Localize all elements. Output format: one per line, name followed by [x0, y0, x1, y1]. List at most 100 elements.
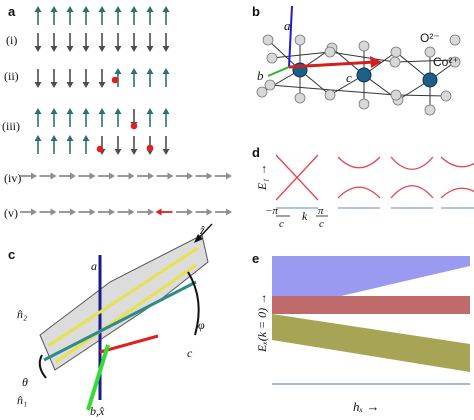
spin-arrowhead [162, 149, 170, 155]
upper-band [337, 156, 381, 169]
spin-arrowhead [206, 208, 213, 216]
spin-arrowhead [187, 172, 193, 180]
axis-b-label: b [257, 68, 264, 83]
d-neg-pi: −π [265, 205, 278, 217]
axis-c-label-c: c [187, 346, 193, 360]
upper-band [390, 156, 434, 170]
oxygen-atom [256, 86, 268, 98]
d-pi: π [318, 205, 324, 217]
spin-arrowhead [162, 6, 170, 12]
spin-arrowhead [114, 6, 122, 12]
d-ylabel: E₁ → [255, 163, 269, 191]
spin-arrowhead [148, 208, 154, 216]
oxygen-atom [358, 98, 370, 110]
cation-label: Co²⁺ [433, 55, 459, 69]
spin-arrowhead [50, 6, 58, 12]
spin-arrowhead [130, 6, 138, 12]
spin-arrowhead [34, 6, 42, 12]
band-inset-1 [275, 154, 319, 209]
n2-line [47, 246, 199, 348]
phi-arc [187, 271, 200, 336]
axis-a-line [288, 5, 293, 68]
spin-arrowhead [70, 172, 76, 180]
spin-arrowhead [146, 46, 154, 52]
z-hat-label: ẑ [199, 223, 205, 237]
panel-c: c a ẑ n̂₂ θ n̂₁ φ c b,x̂ [8, 223, 213, 418]
spin-arrowhead [50, 172, 57, 180]
lower-band [440, 187, 474, 199]
spin-arrowhead [206, 172, 213, 180]
olive-band [272, 314, 470, 372]
spin-arrowhead [50, 46, 58, 52]
defect-dot [96, 145, 104, 153]
z-hat-pointer-head [194, 234, 203, 243]
spin-arrowhead [31, 172, 37, 180]
panel-c-label: c [8, 247, 15, 262]
defect-dot [130, 122, 138, 130]
defect-dot [111, 76, 119, 84]
row-label-iv: (iv) [4, 171, 21, 185]
e-xlabel: hₓ → [353, 399, 379, 414]
cobalt-atom [422, 72, 438, 88]
oxygen-atom [324, 46, 336, 58]
band-inset-2 [337, 156, 381, 209]
oxygen-atom [424, 104, 436, 116]
spin-arrowhead [66, 82, 74, 88]
axis-c-line-c [99, 334, 159, 354]
axis-a-label-c: a [91, 259, 97, 273]
theta-arc [38, 354, 47, 379]
anion-label: O²⁻ [420, 31, 440, 45]
spin-arrowhead [89, 172, 96, 180]
spin-arrowhead [98, 46, 106, 52]
spin-arrowhead [146, 108, 154, 114]
spin-arrowhead [98, 82, 106, 88]
spin-arrowhead [109, 208, 115, 216]
axis-a-label: a [284, 18, 291, 33]
spin-arrowhead [114, 46, 122, 52]
panel-d-label: d [252, 145, 260, 160]
cobalt-atom [356, 67, 372, 83]
phi-label: φ [198, 318, 205, 332]
row-label-i: (i) [6, 33, 17, 47]
spin-arrowhead [167, 172, 174, 180]
spin-arrowhead [128, 208, 135, 216]
spin-arrowhead [162, 46, 170, 52]
oxygen-atom [266, 52, 278, 64]
oxygen-atom [424, 46, 436, 58]
spin-arrays [20, 6, 232, 216]
spin-arrowhead [31, 208, 37, 216]
spin-arrowhead [34, 135, 42, 141]
red-band [272, 296, 470, 314]
spin-arrowhead [109, 172, 115, 180]
axis-c-label: c [346, 70, 352, 85]
row-label-iii: (iii) [2, 119, 20, 133]
e-ylabel: Eₓ(k = 0) → [255, 293, 269, 353]
panel-b: b a b c O²⁻ Co²⁺ [252, 4, 461, 116]
axis-bx-label: b,x̂ [90, 404, 105, 418]
spin-arrowhead [50, 82, 58, 88]
spin-arrowhead [130, 68, 138, 74]
spin-arrowhead [114, 149, 122, 155]
lower-band [275, 154, 319, 201]
n1-line [55, 263, 197, 364]
n2-label: n̂₂ [17, 307, 27, 321]
oxygen-atom [389, 56, 401, 68]
theta-label: θ [22, 375, 28, 389]
band-inset-3 [390, 156, 434, 209]
spin-arrowhead [34, 46, 42, 52]
row-label-ii: (ii) [4, 69, 19, 83]
spin-arrowhead [82, 82, 90, 88]
oxygen-atom [294, 34, 306, 46]
spin-arrowhead [34, 108, 42, 114]
panel-d: d E₁ → −π c k π c [252, 145, 474, 230]
n1-label: n̂₁ [17, 393, 27, 407]
oxygen-atom [264, 79, 276, 91]
axis-c-arrowhead [370, 56, 382, 68]
axis-b-line [267, 66, 290, 77]
oxygen-atom [294, 92, 306, 104]
spin-arrowhead [114, 68, 122, 74]
lower-band [337, 186, 381, 199]
spin-arrowhead [128, 172, 135, 180]
spin-arrowhead [130, 149, 138, 155]
spin-arrowhead [146, 68, 154, 74]
